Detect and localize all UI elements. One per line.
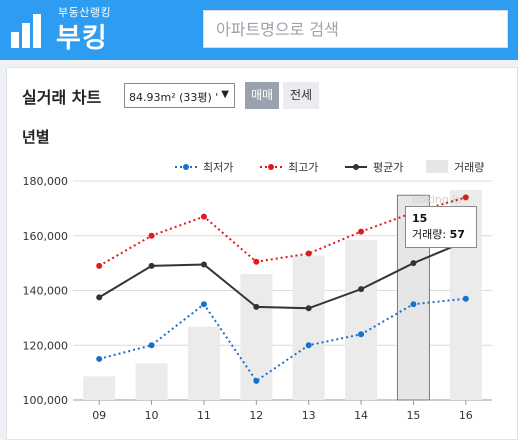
chart-title: 실거래 차트 bbox=[22, 88, 102, 107]
data-point bbox=[200, 301, 207, 308]
chart-tooltip: 15 거래량: 57 bbox=[405, 206, 477, 248]
volume-bar bbox=[345, 239, 378, 400]
dropdown-arrow-icon: ▼ bbox=[221, 89, 229, 100]
watermark-text: ooking.kr bbox=[412, 193, 464, 206]
x-tick-label: 10 bbox=[145, 409, 159, 422]
data-point bbox=[96, 262, 103, 269]
legend-label: 평균가 bbox=[373, 161, 403, 174]
data-point bbox=[462, 295, 469, 302]
data-point bbox=[358, 331, 365, 338]
series-line bbox=[98, 196, 467, 267]
x-tick-label: 09 bbox=[92, 409, 106, 422]
series-line bbox=[98, 240, 467, 310]
volume-bar bbox=[187, 326, 220, 400]
tooltip-title: 15 bbox=[412, 212, 428, 225]
app-header: 부동산랭킹 부킹 bbox=[0, 0, 518, 60]
logo-text[interactable]: 부킹 bbox=[56, 23, 108, 54]
legend-marker bbox=[268, 164, 274, 170]
legend-swatch bbox=[426, 160, 448, 173]
x-tick-label: 15 bbox=[406, 409, 420, 422]
data-point bbox=[200, 261, 207, 268]
legend-label: 최고가 bbox=[288, 161, 318, 174]
legend-label: 거래량 bbox=[454, 161, 484, 174]
data-point bbox=[253, 258, 260, 265]
area-select[interactable]: 84.93m² (33평) ' ▼ bbox=[124, 83, 235, 108]
data-point bbox=[253, 377, 260, 384]
x-tick-label: 16 bbox=[459, 409, 473, 422]
x-tick-label: 12 bbox=[249, 409, 263, 422]
data-point bbox=[305, 250, 312, 257]
search-box[interactable] bbox=[203, 10, 508, 48]
data-point bbox=[253, 303, 260, 310]
x-tick-label: 11 bbox=[197, 409, 211, 422]
tooltip-label: 거래량: bbox=[412, 228, 447, 241]
legend-marker bbox=[183, 164, 189, 170]
data-point bbox=[96, 294, 103, 301]
volume-bar bbox=[83, 376, 116, 400]
data-point bbox=[358, 228, 365, 235]
area-select-value: 84.93m² (33평) ' bbox=[129, 91, 219, 104]
jeonse-tab-button[interactable]: 전세 bbox=[283, 82, 319, 109]
data-point bbox=[462, 194, 469, 201]
data-point bbox=[148, 342, 155, 349]
logo-subtitle: 부동산랭킹 bbox=[58, 6, 112, 19]
data-point bbox=[305, 305, 312, 312]
data-point bbox=[410, 260, 417, 267]
legend-label: 최저가 bbox=[203, 161, 233, 174]
logo-bars-icon bbox=[11, 14, 41, 48]
volume-bar bbox=[292, 255, 325, 400]
data-point bbox=[200, 213, 207, 220]
data-point bbox=[96, 355, 103, 362]
volume-bar bbox=[135, 363, 168, 400]
period-label: 년별 bbox=[22, 128, 50, 146]
y-tick-label: 180,000 bbox=[23, 175, 69, 188]
data-point bbox=[305, 342, 312, 349]
y-tick-label: 160,000 bbox=[23, 230, 69, 243]
legend-marker bbox=[353, 164, 359, 170]
data-point bbox=[358, 286, 365, 293]
sale-tab-button[interactable]: 매매 bbox=[245, 82, 279, 109]
data-point bbox=[410, 301, 417, 308]
data-point bbox=[148, 232, 155, 239]
x-tick-label: 14 bbox=[354, 409, 368, 422]
tooltip-value: 57 bbox=[449, 228, 465, 241]
y-tick-label: 100,000 bbox=[23, 394, 69, 407]
y-tick-label: 140,000 bbox=[23, 285, 69, 298]
x-tick-label: 13 bbox=[302, 409, 316, 422]
search-input[interactable] bbox=[204, 11, 507, 47]
data-point bbox=[148, 262, 155, 269]
y-tick-label: 120,000 bbox=[23, 339, 69, 352]
series-line bbox=[98, 297, 466, 383]
